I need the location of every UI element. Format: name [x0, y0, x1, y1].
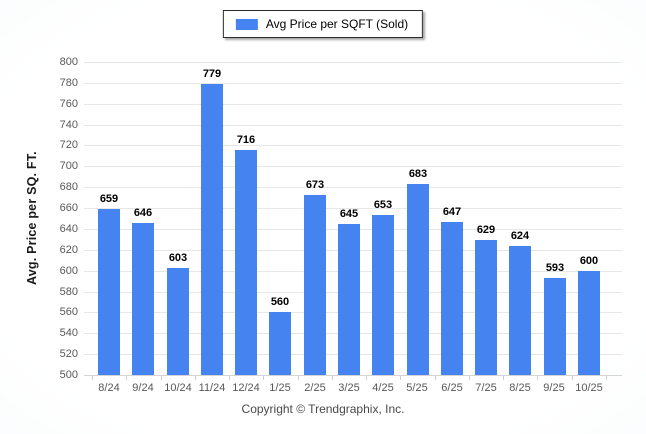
- legend: Avg Price per SQFT (Sold): [222, 10, 424, 38]
- x-axis-tick: [503, 376, 504, 380]
- x-axis-tick: [537, 376, 538, 380]
- legend-label: Avg Price per SQFT (Sold): [265, 17, 409, 31]
- y-tick-label-700: 700: [59, 160, 78, 172]
- y-tick-label-720: 720: [59, 139, 78, 151]
- bar-1/25: [269, 312, 291, 375]
- bar-value-9/24: 646: [133, 207, 153, 219]
- y-tick-label-620: 620: [59, 244, 78, 256]
- gridline-780: [84, 83, 622, 84]
- x-tick-label-3/25: 3/25: [338, 382, 360, 394]
- y-tick-label-760: 760: [59, 98, 78, 110]
- bar-value-9/25: 593: [545, 262, 565, 274]
- bar-value-10/25: 600: [579, 255, 599, 267]
- y-tick-label-600: 600: [59, 265, 78, 277]
- bar-value-4/25: 653: [373, 199, 393, 211]
- x-axis-tick: [572, 376, 573, 380]
- bar-value-12/24: 716: [236, 134, 256, 146]
- gridline-680: [84, 187, 622, 188]
- x-tick-label-10/25: 10/25: [575, 382, 603, 394]
- x-axis-tick: [606, 376, 607, 380]
- bar-value-6/25: 647: [442, 206, 462, 218]
- x-tick-label-1/25: 1/25: [269, 382, 291, 394]
- bar-11/24: [201, 84, 223, 375]
- x-tick-label-5/25: 5/25: [406, 382, 428, 394]
- bar-8/24: [98, 209, 120, 375]
- x-axis-tick: [298, 376, 299, 380]
- bar-8/25: [509, 246, 531, 375]
- y-tick-label-540: 540: [59, 327, 78, 339]
- bar-value-2/25: 673: [305, 179, 325, 191]
- y-tick-label-780: 780: [59, 77, 78, 89]
- y-tick-label-800: 800: [59, 56, 78, 68]
- bar-10/25: [578, 271, 600, 375]
- bar-4/25: [372, 215, 394, 375]
- bar-9/24: [132, 223, 154, 375]
- x-tick-label-4/25: 4/25: [372, 382, 394, 394]
- x-tick-label-9/25: 9/25: [543, 382, 565, 394]
- x-tick-label-7/25: 7/25: [475, 382, 497, 394]
- bar-value-1/25: 560: [270, 296, 290, 308]
- y-tick-label-660: 660: [59, 202, 78, 214]
- gridline-800: [84, 62, 622, 63]
- bar-value-8/25: 624: [510, 230, 530, 242]
- gridline-660: [84, 208, 622, 209]
- y-tick-label-520: 520: [59, 348, 78, 360]
- y-tick-label-680: 680: [59, 181, 78, 193]
- bar-value-5/25: 683: [408, 168, 428, 180]
- y-tick-label-640: 640: [59, 223, 78, 235]
- x-axis-tick: [229, 376, 230, 380]
- x-axis-tick: [195, 376, 196, 380]
- x-axis-tick: [400, 376, 401, 380]
- bar-3/25: [338, 224, 360, 375]
- bar-2/25: [304, 195, 326, 375]
- gridline-720: [84, 145, 622, 146]
- bar-12/24: [235, 150, 257, 375]
- x-tick-label-8/25: 8/25: [509, 382, 531, 394]
- copyright-text: Copyright © Trendgraphix, Inc.: [241, 402, 405, 416]
- x-axis-tick: [92, 376, 93, 380]
- y-tick-label-560: 560: [59, 306, 78, 318]
- bar-value-7/25: 629: [476, 224, 496, 236]
- x-axis-tick: [366, 376, 367, 380]
- x-tick-label-12/24: 12/24: [232, 382, 260, 394]
- x-axis-tick: [435, 376, 436, 380]
- y-tick-label-580: 580: [59, 286, 78, 298]
- x-tick-label-9/24: 9/24: [132, 382, 154, 394]
- bar-6/25: [441, 222, 463, 375]
- bar-10/24: [167, 268, 189, 375]
- gridline-760: [84, 104, 622, 105]
- y-tick-label-740: 740: [59, 119, 78, 131]
- legend-swatch: [235, 18, 258, 30]
- bar-9/25: [544, 278, 566, 375]
- x-axis-tick: [332, 376, 333, 380]
- bar-value-8/24: 659: [99, 193, 119, 205]
- x-axis-tick: [469, 376, 470, 380]
- gridline-700: [84, 166, 622, 167]
- x-axis-tick: [263, 376, 264, 380]
- y-tick-label-500: 500: [59, 369, 78, 381]
- x-tick-label-10/24: 10/24: [164, 382, 192, 394]
- gridline-500: [84, 375, 622, 376]
- x-tick-label-6/25: 6/25: [441, 382, 463, 394]
- x-axis-tick: [161, 376, 162, 380]
- x-tick-label-8/24: 8/24: [98, 382, 120, 394]
- bar-value-3/25: 645: [339, 208, 359, 220]
- bar-5/25: [407, 184, 429, 375]
- bar-value-11/24: 779: [202, 68, 222, 80]
- x-tick-label-11/24: 11/24: [198, 382, 226, 394]
- x-axis-tick: [126, 376, 127, 380]
- bar-value-10/24: 603: [168, 252, 188, 264]
- bar-7/25: [475, 240, 497, 375]
- gridline-740: [84, 125, 622, 126]
- x-tick-label-2/25: 2/25: [304, 382, 326, 394]
